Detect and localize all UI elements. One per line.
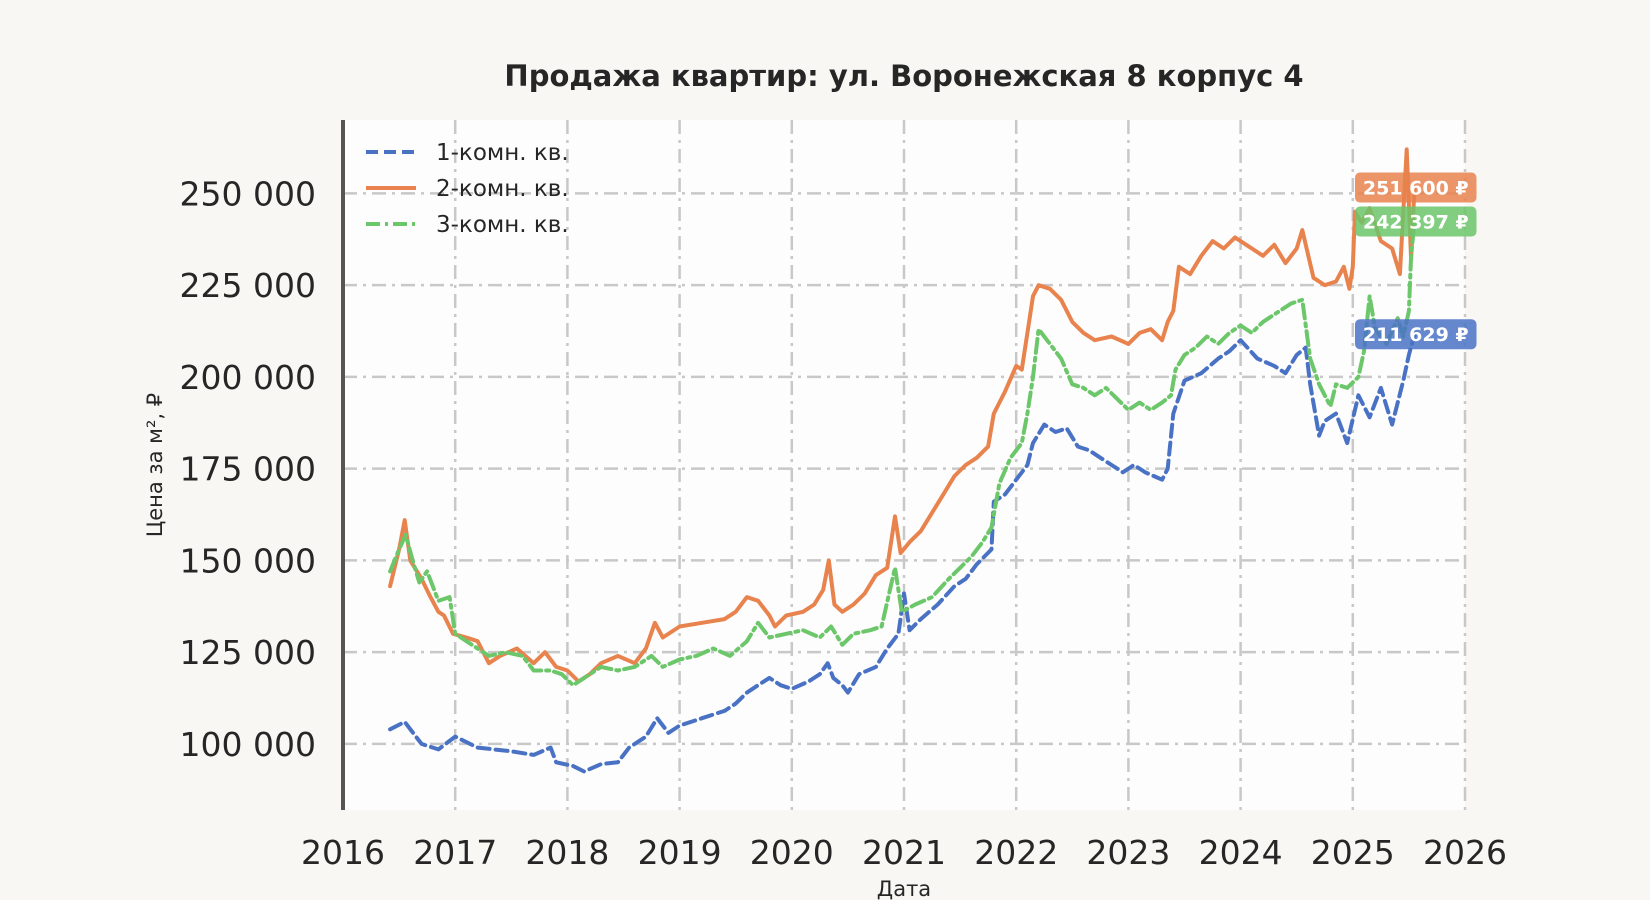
x-tick-label: 2022 [974, 833, 1058, 872]
x-tick-label: 2025 [1311, 833, 1395, 872]
x-tick-label: 2026 [1423, 833, 1507, 872]
y-tick-label: 175 000 [180, 450, 316, 489]
y-tick-label: 225 000 [180, 266, 316, 305]
x-tick-label: 2016 [301, 833, 385, 872]
y-tick-label: 125 000 [180, 633, 316, 672]
end-label-text-1: 211 629 ₽ [1363, 324, 1469, 346]
plot-area-background [343, 120, 1465, 810]
x-axis-label: Дата [877, 877, 931, 900]
x-tick-label: 2024 [1199, 833, 1283, 872]
y-tick-label: 100 000 [180, 725, 316, 764]
x-tick-label: 2021 [862, 833, 946, 872]
series-line-3 [388, 219, 1417, 688]
chart-title: Продажа квартир: ул. Воронежская 8 корпу… [504, 59, 1303, 93]
x-tick-label: 2017 [413, 833, 497, 872]
y-tick-label: 250 000 [180, 174, 316, 213]
y-axis-label: Цена за м², ₽ [143, 393, 167, 537]
end-label-text-2: 251 600 ₽ [1363, 178, 1469, 200]
end-label-text-3: 242 397 ₽ [1363, 212, 1469, 234]
series-line-1 [388, 332, 1417, 774]
series-line-2 [388, 147, 1417, 684]
end-label-badge-1 [1355, 319, 1477, 350]
grid [343, 120, 1467, 810]
tick-labels: 2016 2017 2018 2019 2020 2021 2022 2023 2024 2025… [180, 174, 1507, 872]
legend-label-1: 1-комн. кв. [436, 140, 569, 166]
end-labels: 251 600 ₽ 242 397 ₽ 211 629 ₽ [1355, 172, 1477, 350]
x-tick-label: 2018 [525, 833, 609, 872]
legend-label-2: 2-комн. кв. [436, 176, 569, 202]
x-tick-label: 2023 [1086, 833, 1170, 872]
y-tick-label: 150 000 [180, 541, 316, 580]
legend: 1-комн. кв. 2-комн. кв. 3-комн. кв. [366, 140, 569, 238]
end-label-badge-2 [1355, 172, 1477, 203]
end-label-badge-3 [1355, 206, 1477, 237]
x-tick-label: 2020 [750, 833, 834, 872]
series-lines [388, 147, 1417, 774]
y-tick-label: 200 000 [180, 358, 316, 397]
legend-label-3: 3-комн. кв. [436, 212, 569, 238]
x-tick-label: 2019 [638, 833, 722, 872]
